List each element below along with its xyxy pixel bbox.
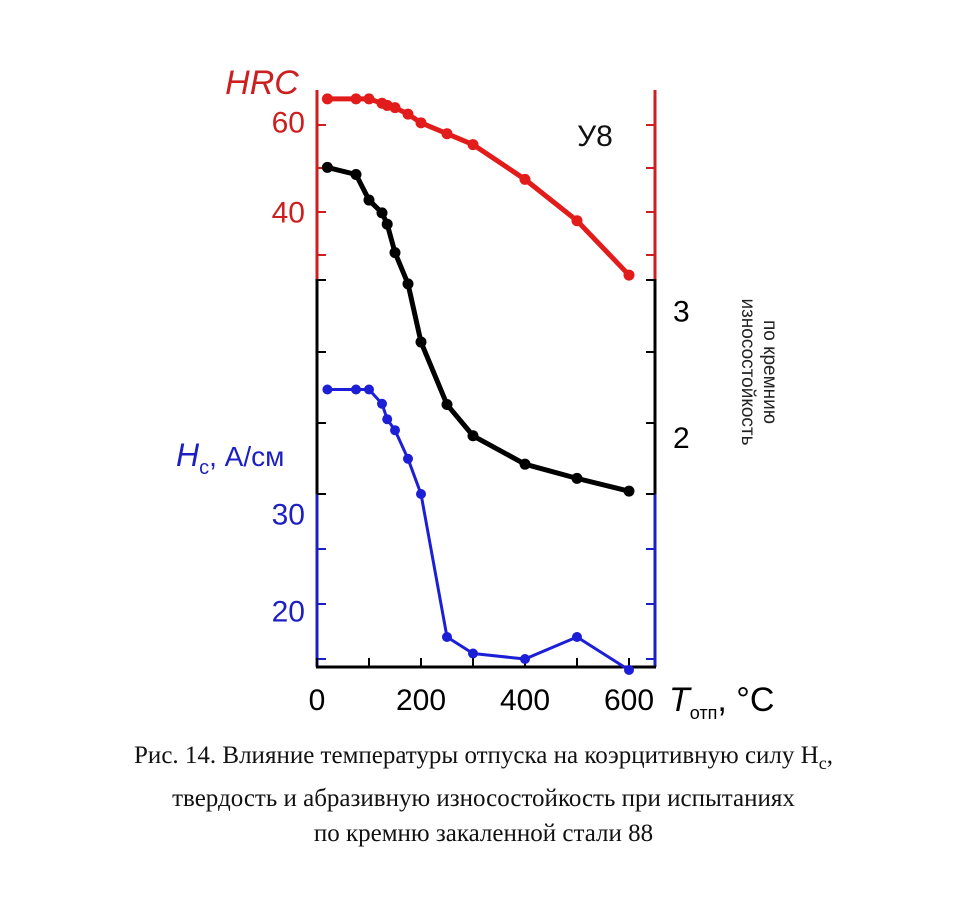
hc-tick-label-20: 20 bbox=[272, 596, 305, 629]
series-point-hrc-11 bbox=[571, 215, 583, 227]
series-point-wear-2 bbox=[363, 194, 375, 206]
series-point-wear-5 bbox=[389, 247, 401, 259]
series-point-hc-8 bbox=[442, 632, 452, 642]
series-point-hc-10 bbox=[520, 654, 530, 664]
series-point-wear-1 bbox=[350, 169, 362, 180]
hrc-tick-label-60: 60 bbox=[272, 107, 305, 140]
series-line-wear bbox=[326, 164, 630, 494]
caption-line-1-text: Рис. 14. Влияние температуры отпуска на … bbox=[134, 742, 819, 769]
series-point-wear-10 bbox=[519, 458, 531, 470]
hc-axis-label-subscript: c bbox=[199, 457, 209, 479]
hc-tick-label-30: 30 bbox=[272, 498, 305, 531]
series-point-hc-4 bbox=[382, 414, 393, 425]
series-point-wear-12 bbox=[623, 485, 635, 497]
chart: 0 200 400 600 40 60 2 3 20 30 У8 HRC Hc, А/см из… bbox=[176, 64, 780, 723]
series-point-hc-7 bbox=[416, 489, 426, 499]
caption-line-3: по кремню закаленной стали 88 bbox=[313, 820, 654, 847]
series-point-hrc-6 bbox=[402, 108, 414, 120]
x-axis-label-suffix: , °C bbox=[717, 681, 774, 719]
series-point-hrc-10 bbox=[519, 173, 531, 185]
series-point-hrc-1 bbox=[350, 93, 362, 105]
wear-axis-label-line-1: износостойкость bbox=[737, 298, 758, 445]
series-point-hrc-12 bbox=[623, 269, 635, 281]
series-group bbox=[321, 93, 635, 675]
series-point-hc-5 bbox=[390, 425, 400, 436]
hc-axis-label: Hc, А/см bbox=[176, 437, 284, 479]
hrc-axis-label: HRC bbox=[225, 64, 299, 102]
wear-axis-label-line-2: по кремнию bbox=[759, 320, 780, 424]
x-axis-label-symbol: T bbox=[669, 681, 692, 719]
series-point-wear-11 bbox=[571, 472, 583, 484]
series-point-wear-8 bbox=[441, 399, 453, 411]
series-point-hrc-9 bbox=[467, 139, 479, 151]
y-axes: 40 60 2 3 20 30 bbox=[272, 107, 690, 629]
caption-line-2: твердость и абразивную износостойкость п… bbox=[172, 785, 795, 812]
series-point-hrc-7 bbox=[415, 117, 427, 129]
caption-line-1-tail: , bbox=[826, 742, 833, 769]
wear-tick-label-3: 3 bbox=[673, 296, 690, 329]
hc-axis-label-symbol: H bbox=[176, 437, 200, 473]
x-tick-label-600: 600 bbox=[604, 684, 654, 717]
hc-axis-label-suffix: , А/см bbox=[209, 441, 284, 472]
series-point-wear-0 bbox=[321, 161, 333, 173]
series-point-hrc-5 bbox=[389, 102, 401, 114]
x-tick-label-0: 0 bbox=[309, 684, 326, 717]
series-point-hc-1 bbox=[351, 384, 361, 395]
series-point-wear-9 bbox=[467, 430, 479, 442]
series-point-hrc-2 bbox=[363, 93, 375, 105]
chart-title: У8 bbox=[577, 120, 613, 153]
series-point-hc-2 bbox=[364, 384, 374, 395]
x-axis-label: Tотп, °C bbox=[669, 681, 774, 723]
series-point-hc-9 bbox=[468, 648, 478, 659]
plot-frame bbox=[315, 90, 657, 669]
series-point-hrc-0 bbox=[321, 93, 333, 105]
x-axis: 0 200 400 600 bbox=[309, 658, 654, 717]
hrc-tick-label-40: 40 bbox=[272, 197, 305, 230]
x-axis-label-subscript: отп bbox=[690, 703, 718, 723]
wear-axis-label: износостойкость по кремнию bbox=[737, 298, 780, 445]
series-point-wear-6 bbox=[402, 278, 414, 290]
x-tick-label-400: 400 bbox=[500, 684, 550, 717]
series-point-hc-11 bbox=[572, 632, 582, 642]
series-point-wear-4 bbox=[381, 218, 393, 230]
series-point-hc-3 bbox=[377, 398, 387, 409]
series-point-hc-12 bbox=[624, 665, 634, 675]
series-point-hrc-8 bbox=[441, 128, 453, 140]
figure-caption: Рис. 14. Влияние температуры отпуска на … bbox=[0, 738, 967, 851]
series-point-wear-7 bbox=[415, 336, 427, 348]
series-line-hc bbox=[327, 388, 630, 672]
x-tick-label-200: 200 bbox=[396, 684, 446, 717]
series-point-wear-3 bbox=[376, 207, 388, 219]
caption-line-1-subscript: c bbox=[818, 753, 827, 773]
caption-line-1: Рис. 14. Влияние температуры отпуска на … bbox=[0, 738, 967, 781]
wear-tick-label-2: 2 bbox=[673, 422, 690, 455]
series-point-hc-6 bbox=[403, 453, 413, 464]
series-point-hc-0 bbox=[322, 384, 333, 395]
